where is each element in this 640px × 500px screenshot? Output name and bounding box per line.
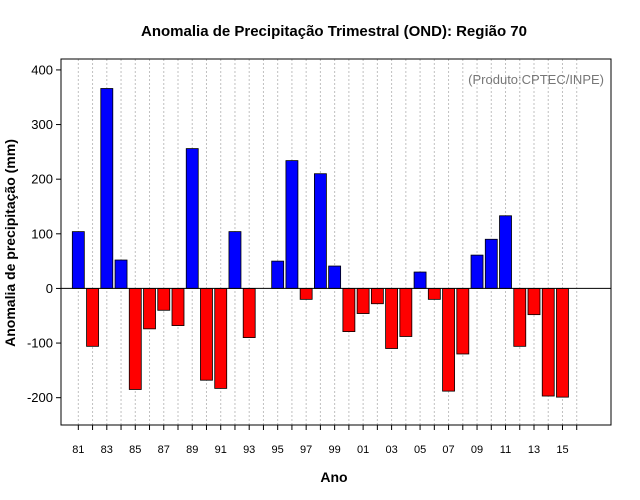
y-tick-label: 300 bbox=[31, 117, 53, 132]
y-tick-label: -100 bbox=[27, 336, 53, 351]
bar-13 bbox=[527, 288, 541, 316]
y-tick-label: 200 bbox=[31, 172, 53, 187]
y-tick-label: 400 bbox=[31, 62, 53, 77]
bar-84 bbox=[114, 259, 128, 289]
bar-87 bbox=[157, 288, 171, 311]
bar-95 bbox=[271, 260, 285, 289]
x-tick-label: 07 bbox=[442, 444, 454, 456]
credit-text: (Produto:CPTEC/INPE) bbox=[468, 72, 604, 87]
bar-97 bbox=[299, 288, 313, 300]
x-tick-label: 95 bbox=[272, 444, 284, 456]
bar-09 bbox=[470, 254, 484, 289]
y-axis-label: Anomalia de precipitação (mm) bbox=[2, 139, 18, 347]
bar-15 bbox=[556, 288, 569, 398]
grid-lines bbox=[77, 59, 578, 425]
bar-81 bbox=[71, 231, 85, 289]
bar-98 bbox=[313, 173, 327, 289]
bar-86 bbox=[143, 288, 156, 330]
x-tick-label: 11 bbox=[500, 444, 511, 456]
x-tick-label: 93 bbox=[243, 444, 255, 456]
bar-91 bbox=[214, 288, 228, 389]
x-tick-label: 13 bbox=[528, 444, 540, 456]
y-tick-label: 0 bbox=[46, 281, 53, 296]
bars bbox=[71, 88, 569, 398]
x-tick-label: 85 bbox=[129, 444, 141, 456]
chart-title: Anomalia de Precipitação Trimestral (OND… bbox=[141, 23, 527, 40]
x-tick-label: 05 bbox=[414, 444, 426, 456]
bar-93 bbox=[242, 288, 256, 338]
bar-92 bbox=[228, 231, 242, 289]
x-tick-label: 81 bbox=[72, 444, 84, 456]
bar-01 bbox=[356, 288, 370, 314]
bar-06 bbox=[427, 288, 441, 300]
bar-00 bbox=[342, 288, 356, 332]
x-tick-label: 15 bbox=[556, 444, 568, 456]
bar-85 bbox=[128, 288, 142, 390]
x-tick-label: 89 bbox=[186, 444, 198, 456]
bar-05 bbox=[413, 271, 427, 289]
bar-04 bbox=[399, 288, 413, 337]
x-tick-label: 87 bbox=[158, 444, 170, 456]
x-axis-label: Ano bbox=[320, 469, 347, 485]
bar-03 bbox=[385, 288, 399, 349]
bar-07 bbox=[442, 288, 455, 392]
x-tick-label: 01 bbox=[357, 444, 369, 456]
y-tick-label: 100 bbox=[31, 226, 53, 241]
x-tick-label: 97 bbox=[300, 444, 312, 456]
x-tick-label: 83 bbox=[101, 444, 113, 456]
bar-08 bbox=[456, 288, 470, 355]
bar-83 bbox=[100, 88, 114, 289]
bar-99 bbox=[328, 265, 342, 289]
bar-10 bbox=[484, 238, 498, 289]
bar-82 bbox=[86, 288, 99, 347]
plot-frame bbox=[60, 58, 612, 426]
x-tick-label: 91 bbox=[215, 444, 227, 456]
bar-90 bbox=[200, 288, 213, 381]
bar-96 bbox=[285, 160, 299, 289]
bar-12 bbox=[513, 288, 527, 347]
x-tick-label: 99 bbox=[329, 444, 341, 456]
y-tick-label: -200 bbox=[27, 390, 53, 405]
y-axis: -200 -100 0 100 200 300 400 bbox=[27, 62, 61, 405]
bar-88 bbox=[171, 288, 185, 326]
bar-14 bbox=[541, 288, 555, 397]
bar-89 bbox=[185, 148, 199, 289]
x-tick-label: 09 bbox=[471, 444, 483, 456]
x-tick-label: 03 bbox=[385, 444, 397, 456]
bar-02 bbox=[370, 288, 384, 305]
x-axis: 81 83 85 87 89 91 93 95 97 99 01 03 05 07 09 11 13 15 bbox=[72, 425, 578, 456]
bar-11 bbox=[499, 215, 512, 289]
